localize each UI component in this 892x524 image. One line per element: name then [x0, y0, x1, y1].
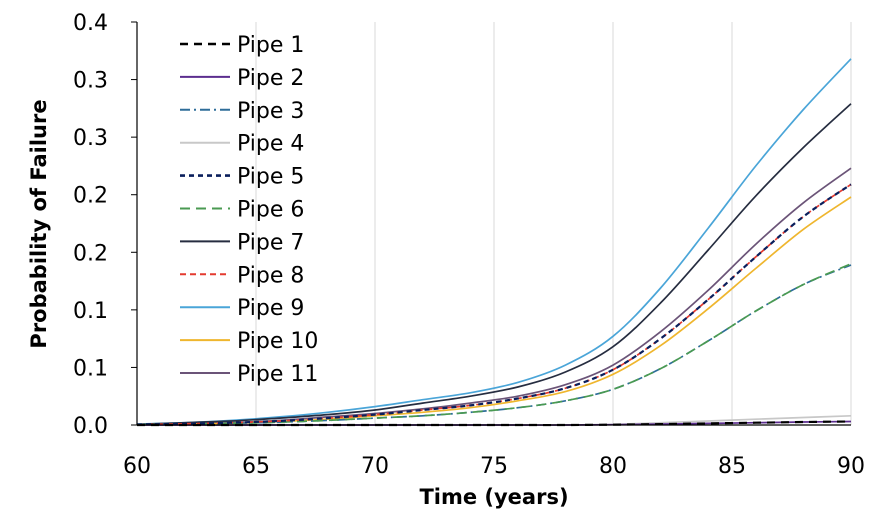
- series-line-pipe-9: [136, 58, 852, 425]
- series-line-pipe-7: [136, 103, 852, 426]
- legend: Pipe 1 Pipe 2 Pipe 3 Pipe 4 Pipe 5 Pipe 6 Pipe…: [180, 33, 318, 387]
- legend-label: Pipe 8: [237, 263, 304, 288]
- y-axis-title: Probability of Failure: [27, 99, 51, 348]
- legend-label: Pipe 2: [237, 66, 304, 91]
- legend-label: Pipe 9: [237, 296, 304, 321]
- y-tick-label: 0.2: [73, 184, 108, 209]
- legend-label: Pipe 7: [237, 230, 304, 255]
- axes: [131, 21, 851, 426]
- x-axis-title: Time (years): [419, 485, 568, 509]
- legend-label: Pipe 10: [237, 329, 318, 354]
- legend-label: Pipe 11: [237, 362, 318, 387]
- x-tick-label: 85: [718, 454, 746, 479]
- y-tick-label: 0.1: [73, 356, 108, 381]
- x-tick-label: 90: [837, 454, 865, 479]
- y-tick-label: 0.0: [73, 414, 108, 439]
- legend-label: Pipe 5: [237, 165, 304, 190]
- x-tick-labels: 60 65 70 75 80 85 90: [123, 454, 865, 479]
- legend-label: Pipe 1: [237, 33, 304, 58]
- grid-lines: [255, 22, 852, 425]
- x-tick-label: 70: [361, 454, 389, 479]
- legend-label: Pipe 3: [237, 99, 304, 124]
- y-tick-label: 0.3: [73, 126, 108, 151]
- y-tick-label: 0.2: [73, 241, 108, 266]
- legend-label: Pipe 6: [237, 198, 304, 223]
- x-tick-label: 75: [480, 454, 508, 479]
- x-tick-label: 60: [123, 454, 151, 479]
- y-tick-label: 0.1: [73, 299, 108, 324]
- y-tick-labels: 0.0 0.1 0.1 0.2 0.2 0.3 0.3 0.4: [73, 11, 108, 439]
- y-tick-label: 0.4: [73, 11, 108, 36]
- x-tick-label: 65: [242, 454, 270, 479]
- series-lines: [136, 58, 852, 427]
- legend-label: Pipe 4: [237, 132, 304, 157]
- x-tick-label: 80: [599, 454, 627, 479]
- y-tick-label: 0.3: [73, 69, 108, 94]
- series-line-pipe-5: [136, 183, 852, 426]
